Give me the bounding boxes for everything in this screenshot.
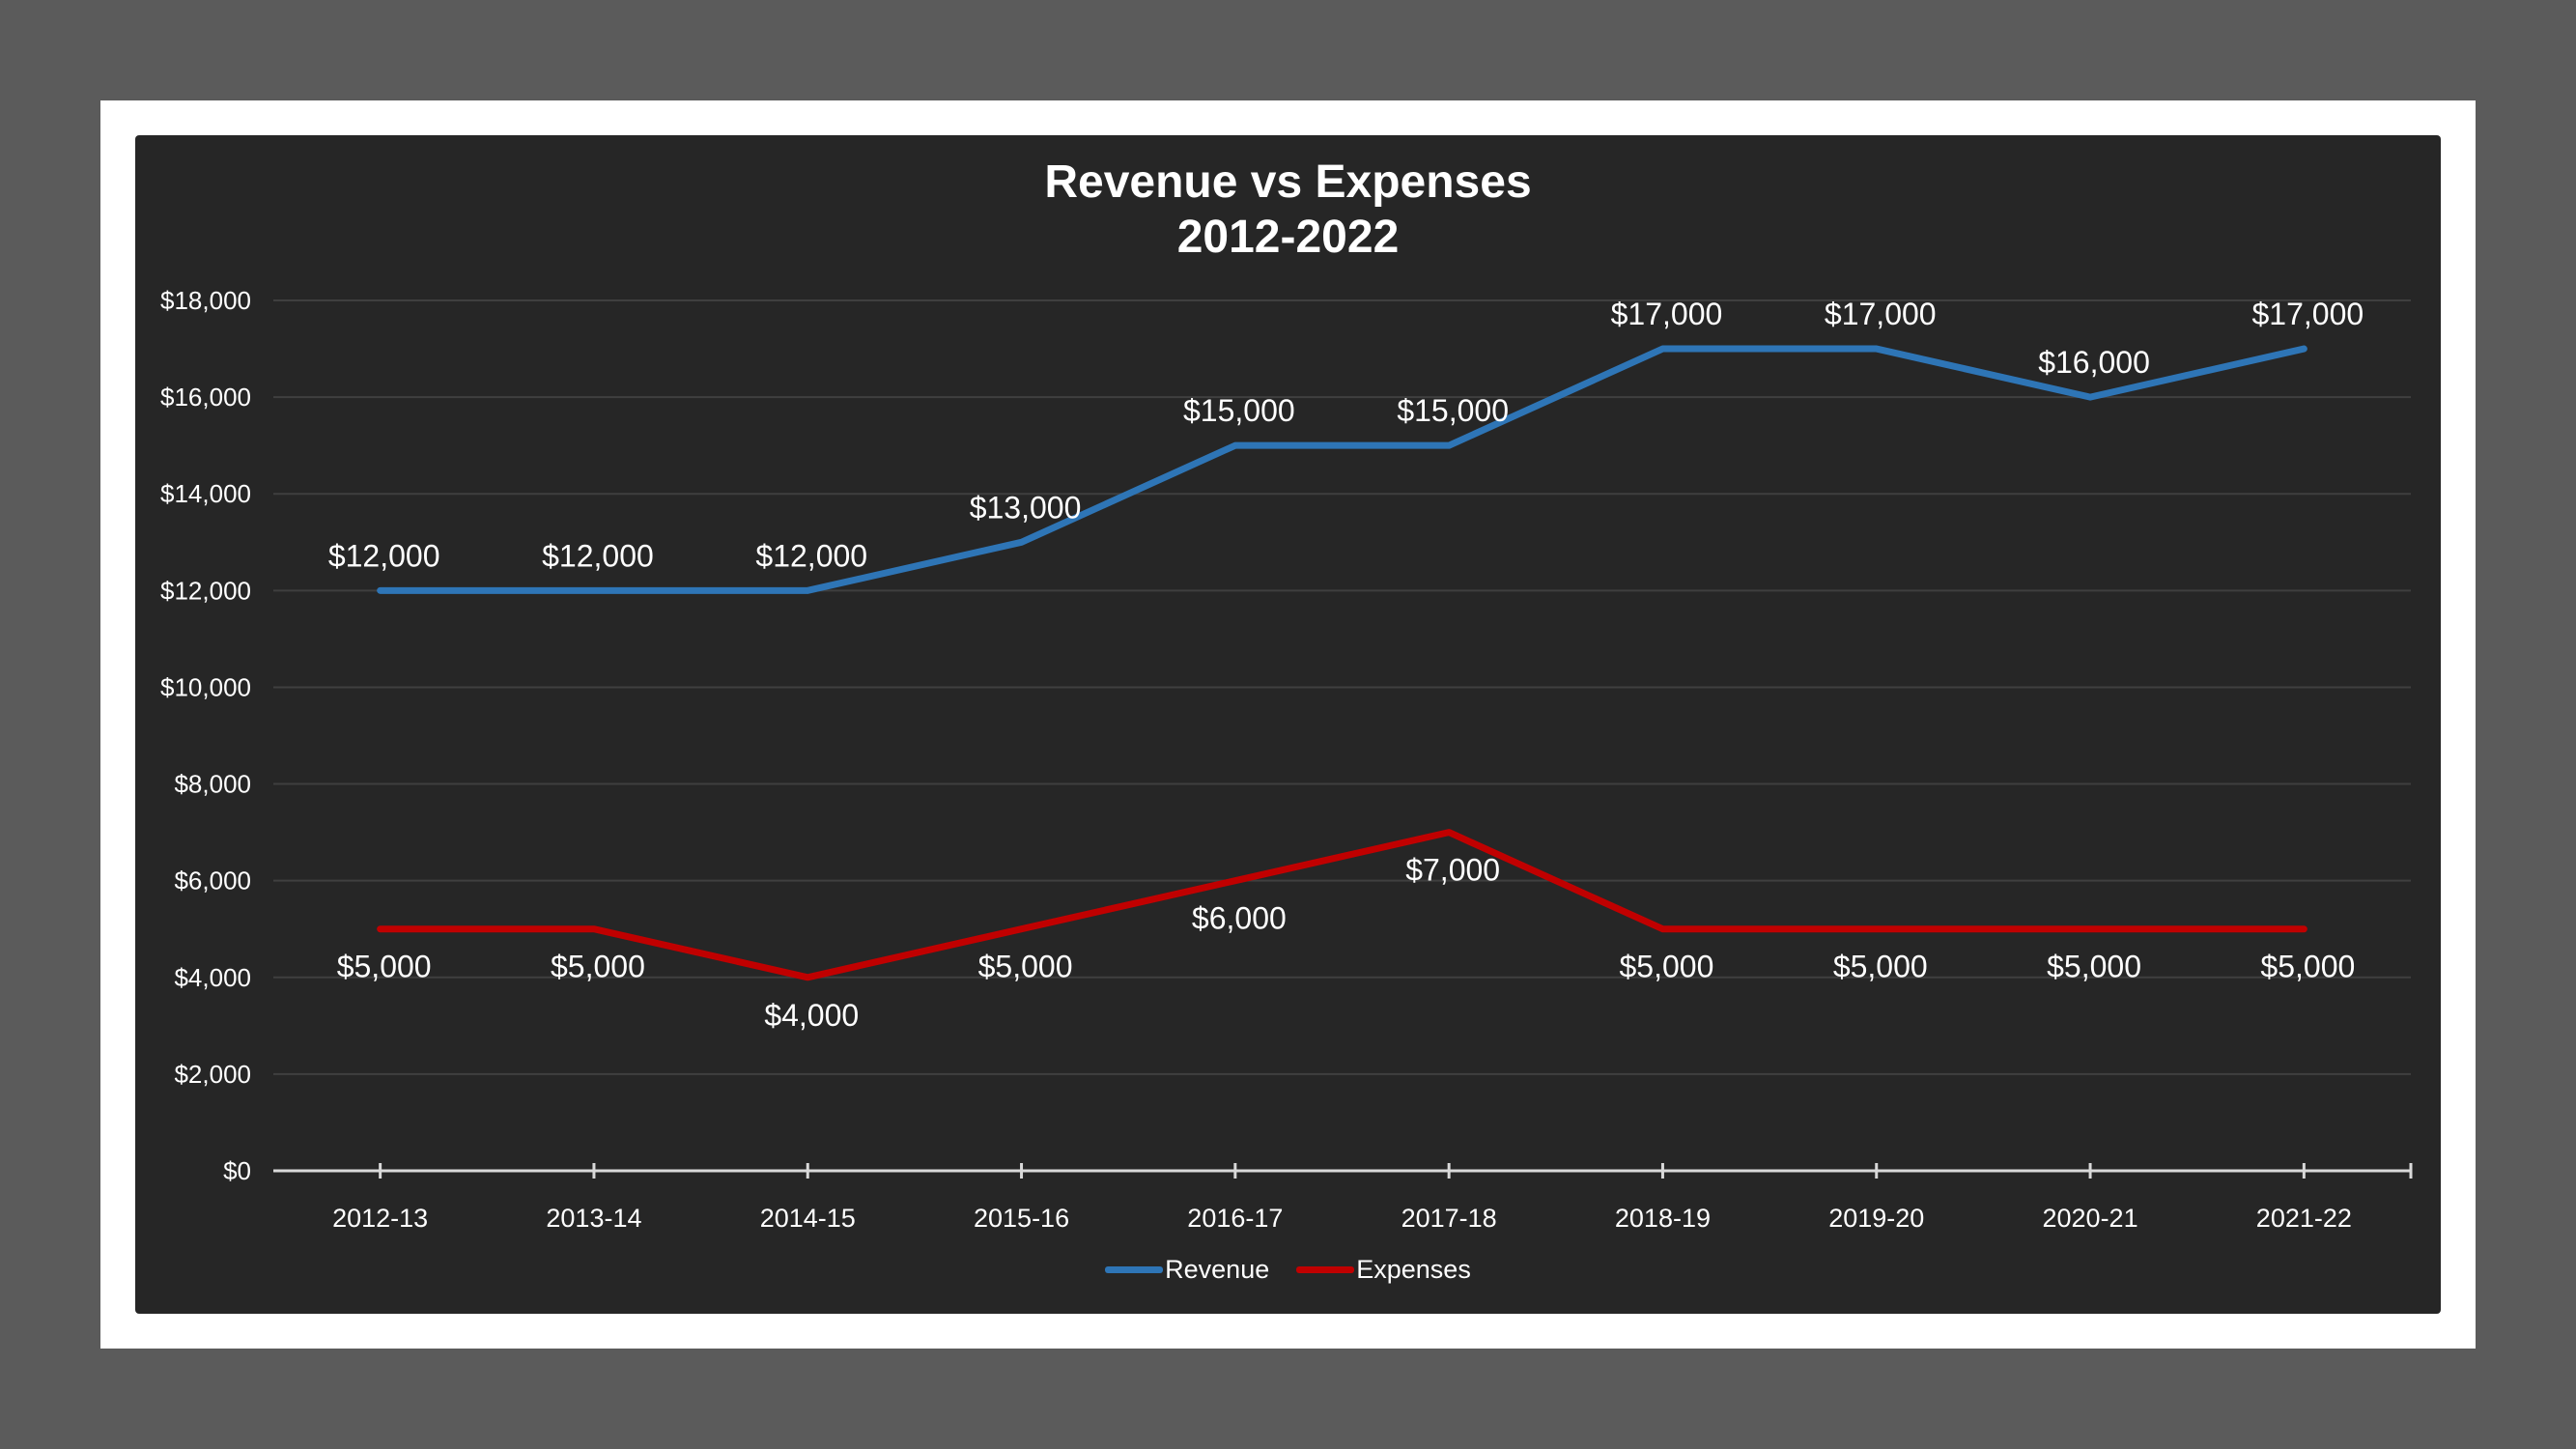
x-tick-label: 2017-18 — [1401, 1204, 1497, 1233]
data-label: $5,000 — [978, 950, 1073, 984]
y-tick-label: $0 — [223, 1156, 251, 1185]
legend-label-expenses: Expenses — [1356, 1255, 1471, 1284]
y-tick-label: $16,000 — [160, 383, 251, 412]
x-tick-label: 2014-15 — [760, 1204, 856, 1233]
legend-swatch-expenses — [1296, 1266, 1355, 1273]
y-tick-label: $2,000 — [174, 1060, 251, 1089]
y-tick-label: $18,000 — [160, 286, 251, 315]
x-tick-label: 2013-14 — [546, 1204, 641, 1233]
data-label: $5,000 — [2047, 950, 2141, 984]
data-label: $5,000 — [551, 950, 645, 984]
data-label: $17,000 — [2252, 297, 2364, 331]
data-label: $17,000 — [1825, 297, 1937, 331]
data-label: $7,000 — [1405, 853, 1500, 888]
y-tick-label: $8,000 — [174, 770, 251, 799]
data-label: $6,000 — [1192, 901, 1287, 936]
data-label: $12,000 — [328, 538, 440, 573]
x-tick-label: 2012-13 — [332, 1204, 428, 1233]
y-tick-label: $6,000 — [174, 867, 251, 895]
x-tick-label: 2016-17 — [1187, 1204, 1283, 1233]
series-line-expenses — [377, 829, 2307, 981]
y-tick-label: $4,000 — [174, 963, 251, 992]
chart-area — [135, 135, 2441, 1314]
data-label: $5,000 — [337, 950, 432, 984]
x-tick-label: 2015-16 — [974, 1204, 1069, 1233]
y-tick-label: $10,000 — [160, 672, 251, 701]
series-line-revenue — [377, 345, 2307, 594]
chart-title: Revenue vs Expenses 2012-2022 — [0, 155, 2576, 265]
data-label: $5,000 — [1620, 950, 1714, 984]
x-tick-label: 2019-20 — [1828, 1204, 1924, 1233]
data-label: $12,000 — [755, 538, 867, 573]
legend-item-expenses: Expenses — [1296, 1255, 1471, 1285]
data-label: $5,000 — [1833, 950, 1928, 984]
data-label: $5,000 — [2260, 950, 2355, 984]
x-tick-label: 2021-22 — [2256, 1204, 2352, 1233]
y-tick-label: $12,000 — [160, 576, 251, 605]
data-label: $16,000 — [2038, 345, 2150, 380]
chart-title-line-1: Revenue vs Expenses — [1044, 156, 1532, 208]
data-label: $13,000 — [970, 490, 1082, 525]
x-tick-label: 2018-19 — [1615, 1204, 1711, 1233]
data-label: $17,000 — [1611, 297, 1723, 331]
data-label: $15,000 — [1397, 393, 1509, 428]
chart-title-line-2: 2012-2022 — [1176, 212, 1400, 263]
x-tick-label: 2020-21 — [2043, 1204, 2138, 1233]
legend-label-revenue: Revenue — [1165, 1255, 1270, 1284]
legend-swatch-revenue — [1105, 1266, 1164, 1273]
data-label: $12,000 — [542, 538, 654, 573]
y-tick-label: $14,000 — [160, 479, 251, 508]
chart-legend: Revenue Expenses — [0, 1255, 2576, 1285]
data-label: $15,000 — [1183, 393, 1295, 428]
data-label: $4,000 — [764, 998, 859, 1033]
legend-item-revenue: Revenue — [1105, 1255, 1269, 1285]
